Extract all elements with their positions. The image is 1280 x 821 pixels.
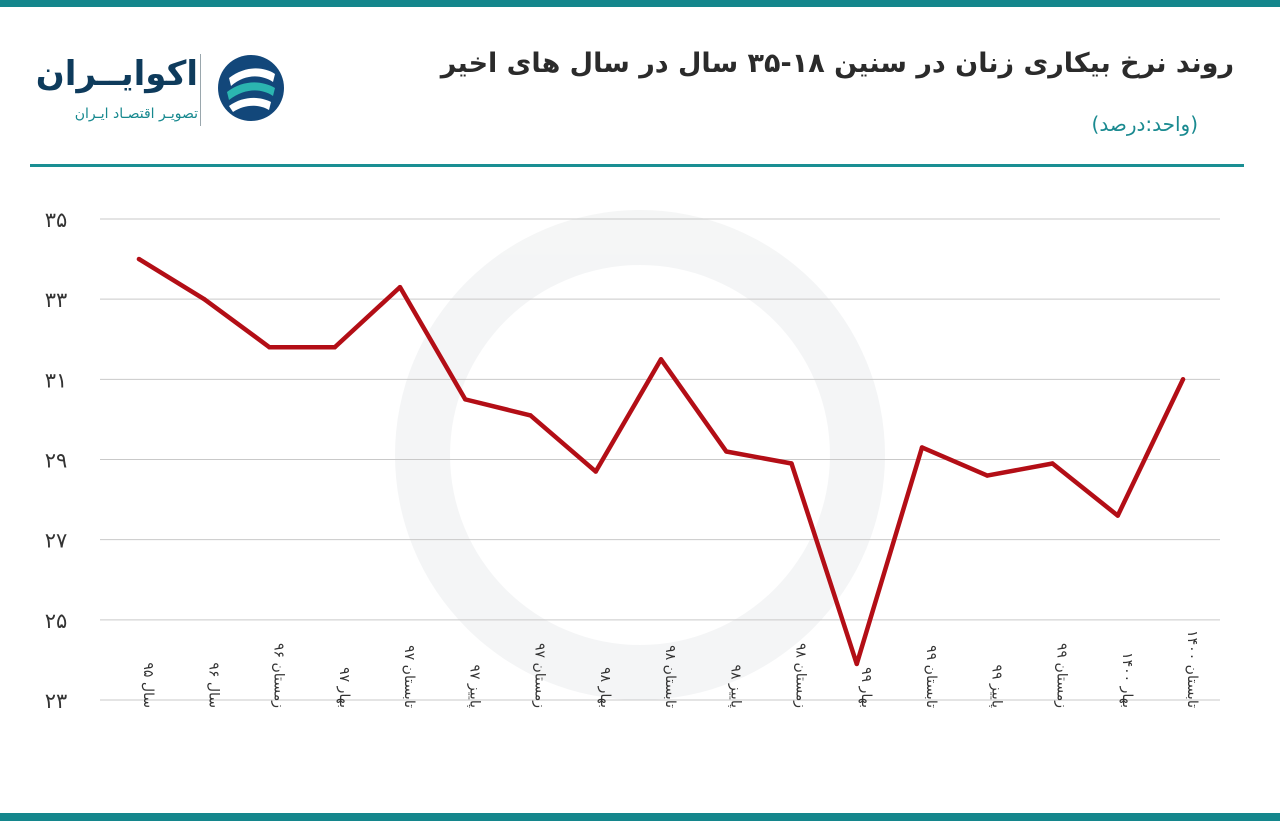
data-point	[985, 473, 990, 478]
series-group	[136, 256, 1186, 667]
x-tick-label: زمستان ۹۹	[1054, 643, 1070, 708]
data-point	[1115, 513, 1120, 518]
x-axis-ticks: سال ۹۵ سال ۹۶ زمستان ۹۶ بهار ۹۷ تابستان ۹۷ پا…	[140, 630, 1200, 708]
data-point	[593, 469, 598, 474]
data-point	[397, 284, 403, 290]
data-point	[1180, 377, 1186, 382]
data-point	[202, 296, 207, 302]
data-point	[789, 461, 794, 466]
x-tick-label: بهار ۹۷	[336, 667, 352, 708]
data-point	[332, 345, 337, 350]
header-divider	[30, 164, 1244, 167]
data-point	[528, 413, 533, 418]
x-tick-label: پاییز ۹۸	[727, 664, 743, 708]
y-tick-label: ۲۷	[45, 529, 68, 553]
logo-divider	[200, 54, 201, 126]
top-accent-bar	[0, 0, 1280, 7]
data-point	[267, 345, 272, 350]
x-tick-label: زمستان ۹۸	[793, 643, 809, 708]
data-point	[136, 256, 142, 262]
y-axis-ticks: ۲۳ ۲۵ ۲۷ ۲۹ ۳۱ ۳۳ ۳۵	[45, 208, 68, 713]
y-tick-label: ۳۳	[45, 288, 68, 312]
data-point	[724, 449, 729, 454]
bottom-accent-bar	[0, 813, 1280, 821]
x-tick-label: تابستان ۹۷	[401, 645, 417, 708]
x-tick-label: تابستان ۹۹	[923, 645, 939, 708]
logo-name: اکوایــران	[35, 54, 198, 94]
y-tick-label: ۲۹	[45, 449, 68, 473]
y-tick-label: ۲۵	[45, 609, 68, 633]
x-tick-label: پاییز ۹۹	[988, 664, 1004, 708]
data-point	[463, 397, 468, 402]
x-tick-label: زمستان ۹۶	[271, 643, 287, 708]
x-tick-label: سال ۹۵	[140, 662, 156, 708]
y-tick-label: ۲۳	[45, 689, 68, 713]
x-tick-label: زمستان ۹۷	[532, 643, 548, 708]
data-point	[854, 661, 859, 667]
data-point	[919, 445, 925, 450]
chart-title: روند نرخ بیکاری زنان در سنین ۱۸-۳۵ سال د…	[440, 48, 1234, 79]
x-tick-label: سال ۹۶	[205, 662, 221, 708]
x-tick-label: تابستان ۱۴۰۰	[1184, 630, 1200, 708]
brand-logo: اکوایــران تصویـر اقتصـاد ایـران	[30, 50, 290, 132]
x-tick-label: بهار ۱۴۰۰	[1119, 652, 1135, 708]
x-tick-label: پاییز ۹۷	[466, 664, 482, 708]
y-tick-label: ۳۵	[45, 208, 68, 232]
x-tick-label: بهار ۹۹	[858, 667, 874, 708]
data-point	[1050, 461, 1055, 466]
line-chart: ۲۳ ۲۵ ۲۷ ۲۹ ۳۱ ۳۳ ۳۵ سال ۹۵ سال ۹۶ زمستان ۹۶ بهار…	[45, 208, 1220, 713]
logo-tagline: تصویـر اقتصـاد ایـران	[74, 106, 198, 122]
ecoiran-logo-icon	[218, 55, 284, 121]
data-point	[658, 357, 664, 362]
x-tick-label: تابستان ۹۸	[662, 645, 678, 708]
x-tick-label: بهار ۹۸	[597, 667, 613, 708]
chart-unit-label: (واحد:درصد)	[1091, 112, 1198, 136]
watermark-logo	[395, 210, 885, 700]
gridlines	[100, 218, 1220, 701]
y-tick-label: ۳۱	[45, 368, 68, 392]
